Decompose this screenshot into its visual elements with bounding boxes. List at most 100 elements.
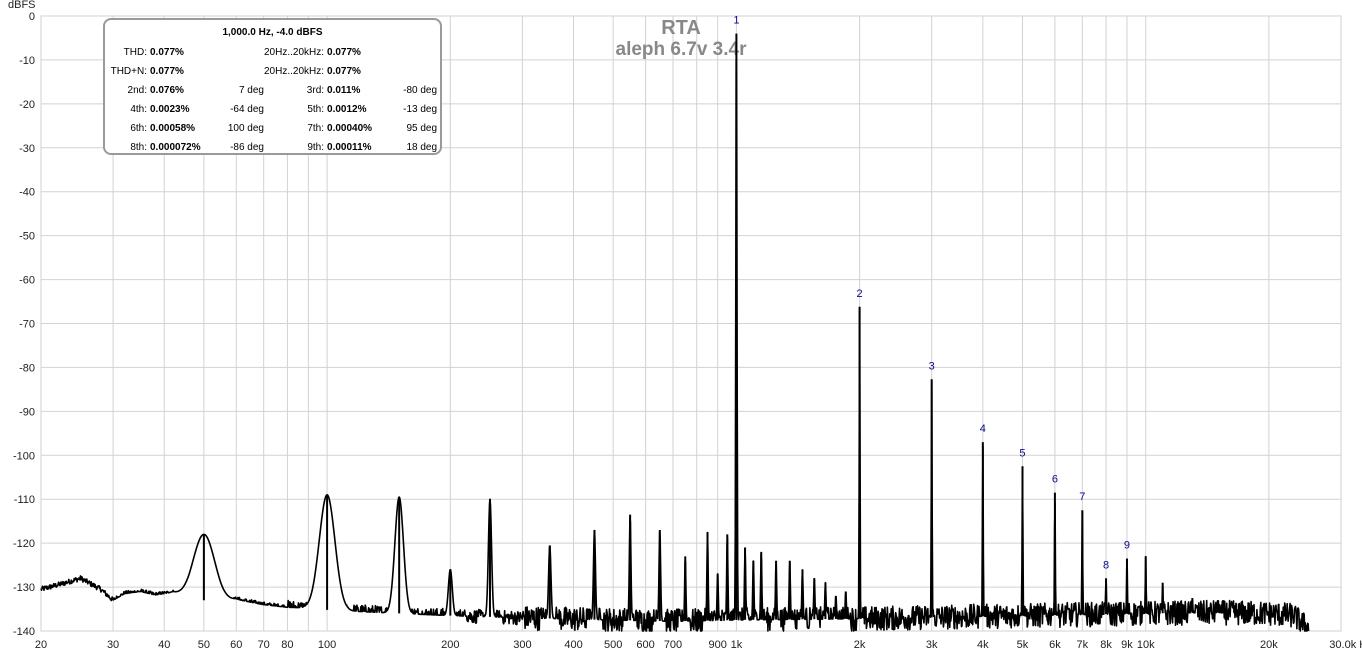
info-value: 0.0023% (150, 104, 190, 115)
x-tick-label: 900 (708, 639, 726, 651)
y-tick-label: -40 (19, 187, 35, 199)
harmonic-label: 1 (733, 15, 739, 27)
info-phase: 100 deg (227, 123, 264, 134)
x-tick-label: 2k (854, 639, 866, 651)
info-label: 20Hz..20kHz: (264, 47, 325, 58)
distortion-table: THD: 0.077% 20Hz..20kHz: 0.077% THD+N: 0.077%… (107, 43, 437, 157)
x-tick-label: 20 (35, 639, 47, 651)
info-value: 0.00011% (327, 142, 372, 153)
distortion-info-box: 1,000.0 Hz, -4.0 dBFS THD: 0.077% 20Hz..20… (103, 18, 442, 155)
info-label: 20Hz..20kHz: (264, 66, 325, 77)
info-phase: 7 deg (238, 85, 264, 96)
y-tick-label: -110 (14, 494, 35, 506)
harmonic-label: 8 (1103, 559, 1109, 571)
x-tick-label: 20k (1260, 639, 1278, 651)
y-tick-label: -120 (13, 538, 35, 550)
x-tick-label: 40 (158, 639, 170, 651)
x-tick-label: 6k (1049, 639, 1061, 651)
info-phase: 18 deg (406, 142, 438, 153)
info-phase: -80 deg (403, 85, 438, 96)
x-tick-label: 700 (664, 639, 682, 651)
harmonic-label: 6 (1052, 474, 1058, 486)
spectrum-line (40, 59, 1310, 632)
info-value: 0.0012% (327, 104, 367, 115)
x-axis-ticks: 20 30 40 50 60 70 80 100 200 300 400 500 600 700 900 1k… (35, 639, 1362, 651)
info-phase (212, 43, 264, 62)
harmonic-labels: 1 2 3 4 5 6 7 8 9 (733, 15, 1130, 572)
x-tick-label: 9k (1121, 639, 1133, 651)
x-tick-label: 30 (107, 639, 119, 651)
info-label: 9th: (307, 142, 325, 153)
harmonic-label: 2 (857, 288, 863, 300)
y-tick-label: 0 (29, 11, 35, 23)
info-phase: -86 deg (230, 142, 264, 153)
y-tick-label: -50 (19, 231, 35, 243)
info-label: 3rd: (306, 85, 325, 96)
y-tick-label: -80 (19, 362, 35, 374)
harmonic-label: 5 (1019, 447, 1025, 459)
x-tick-label: 5k (1017, 639, 1029, 651)
info-value: 0.077% (327, 66, 361, 77)
x-tick-label: 200 (441, 639, 459, 651)
info-phase (385, 43, 437, 62)
y-tick-label: -30 (19, 143, 35, 155)
x-tick-label: 70 (258, 639, 270, 651)
y-tick-label: -90 (19, 406, 35, 418)
chart-subtitle: aleph 6.7v 3.4r (616, 39, 748, 60)
x-tick-label: 50 (198, 639, 210, 651)
x-tick-label: 8k (1100, 639, 1112, 651)
y-tick-label: -20 (19, 99, 35, 111)
info-label: 6th: (130, 123, 147, 134)
y-tick-label: -70 (19, 319, 35, 331)
info-header: 1,000.0 Hz, -4.0 dBFS (222, 27, 323, 38)
info-label: 8th: (130, 142, 147, 153)
info-row: 2nd: 0.076% 7 deg 3rd: 0.011% -80 deg (107, 81, 438, 100)
info-label: 2nd: (127, 85, 147, 96)
x-tick-label: 60 (230, 639, 242, 651)
info-label: 5th: (307, 104, 325, 115)
y-axis-ticks: 0 -10 -20 -30 -40 -50 -60 -70 -80 -90 -100 -110 -120… (13, 11, 35, 638)
info-value: 0.077% (150, 66, 184, 77)
x-tick-label: 80 (281, 639, 293, 651)
x-tick-label: 600 (636, 639, 654, 651)
y-tick-label: -10 (19, 55, 35, 67)
info-value: 0.00040% (327, 123, 373, 134)
x-tick-label: 300 (513, 639, 531, 651)
info-row: THD: 0.077% 20Hz..20kHz: 0.077% (107, 43, 437, 62)
x-tick-label: 1k (731, 639, 743, 651)
info-value: 0.000072% (150, 142, 201, 153)
y-tick-label: -60 (19, 275, 35, 287)
info-row: 6th: 0.00058% 100 deg 7th: 0.00040% 95 deg (107, 119, 437, 138)
x-tick-label: 4k (977, 639, 989, 651)
info-row: 4th: 0.0023% -64 deg 5th: 0.0012% -13 deg (107, 100, 437, 119)
info-phase: -64 deg (230, 104, 264, 115)
y-tick-label: -130 (13, 582, 35, 594)
info-value: 0.00058% (150, 123, 196, 134)
y-axis-label: dBFS (8, 0, 36, 11)
info-value: 0.011% (327, 85, 361, 96)
x-tick-label: 7k (1076, 639, 1088, 651)
info-phase (212, 62, 264, 81)
x-tick-label: 100 (318, 639, 336, 651)
info-phase (385, 62, 437, 81)
info-phase: 95 deg (406, 123, 438, 134)
info-value: 0.077% (327, 47, 361, 58)
spectrum-series (40, 33, 1310, 632)
info-row: THD+N: 0.077% 20Hz..20kHz: 0.077% (107, 62, 437, 81)
harmonic-label: 3 (929, 360, 935, 372)
info-value: 0.076% (150, 85, 184, 96)
harmonic-label: 4 (980, 423, 986, 435)
info-row: 8th: 0.000072% -86 deg 9th: 0.00011% 18 deg (107, 138, 437, 157)
chart-title: RTA (661, 17, 701, 39)
harmonic-label: 9 (1124, 540, 1130, 552)
y-tick-label: -100 (13, 450, 35, 462)
x-tick-label: 400 (564, 639, 582, 651)
harmonic-label: 7 (1079, 491, 1085, 503)
info-label: 7th: (307, 123, 325, 134)
info-value: 0.077% (150, 47, 184, 58)
x-tick-label: 10k (1137, 639, 1155, 651)
info-phase: -13 deg (403, 104, 438, 115)
x-tick-label: 500 (604, 639, 622, 651)
info-label: 4th: (130, 104, 147, 115)
